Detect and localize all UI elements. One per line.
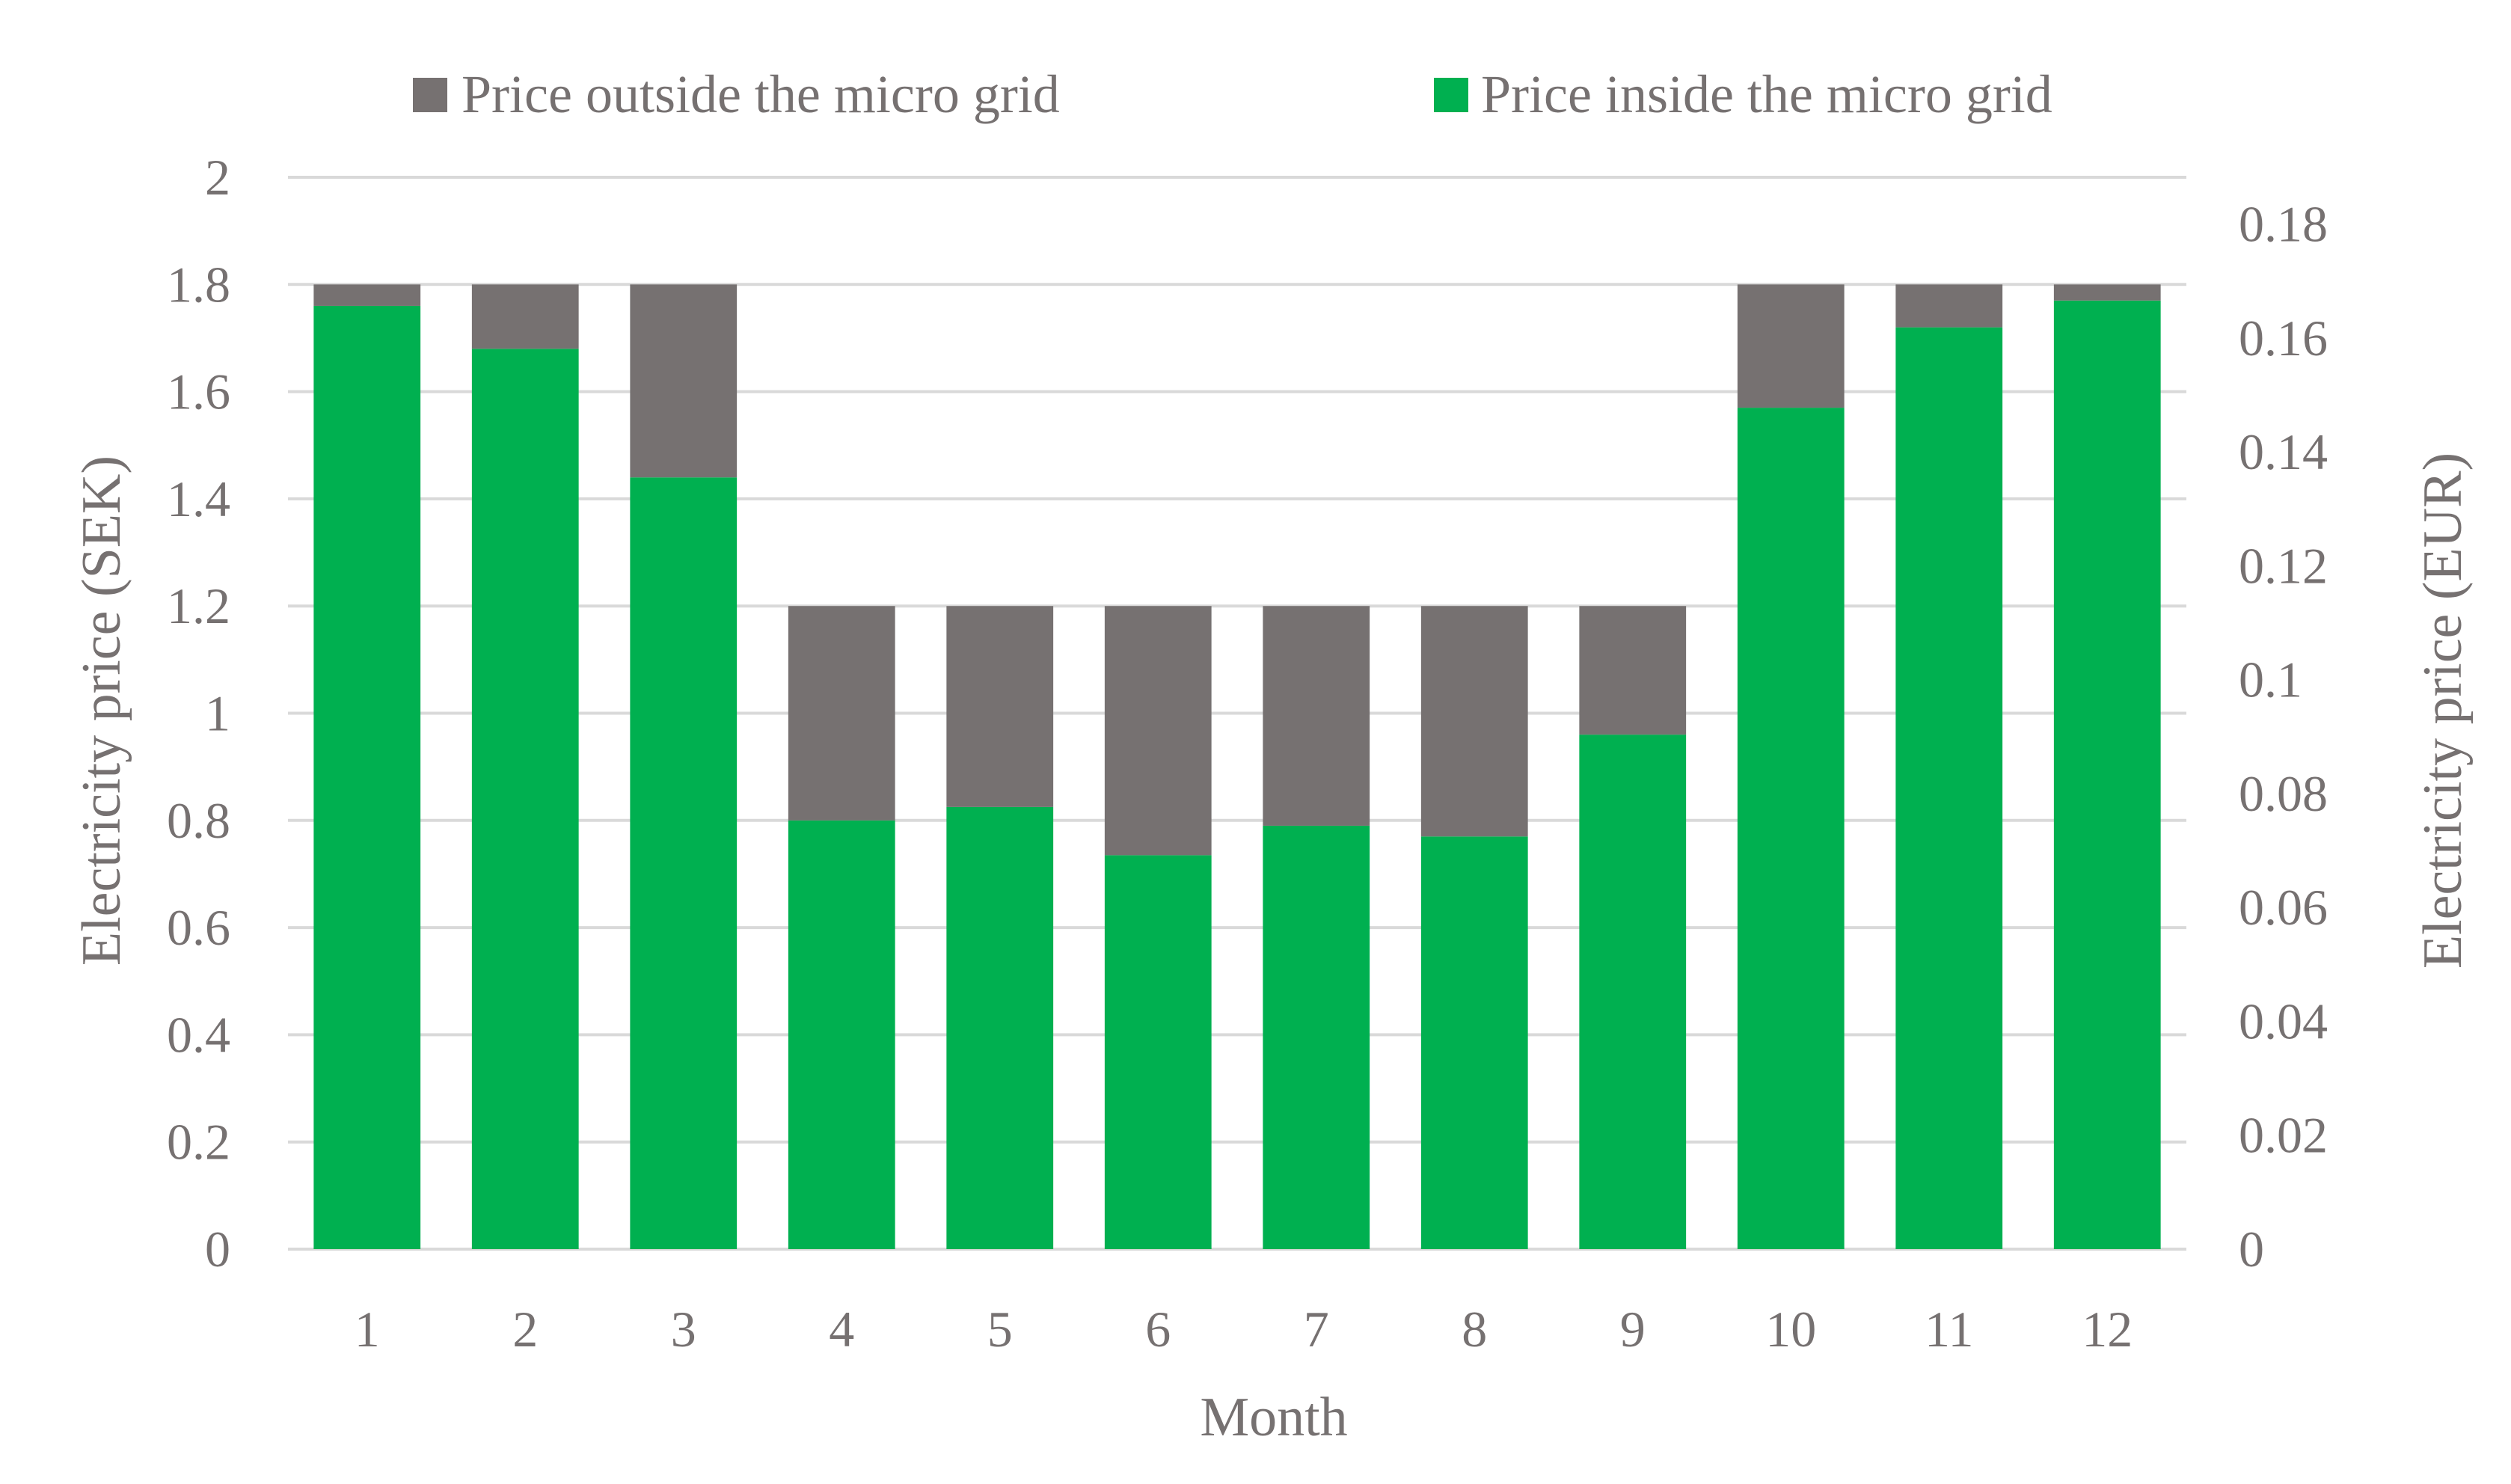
bar-outside-micro-grid xyxy=(1263,606,1370,826)
legend-label: Price inside the micro grid xyxy=(1481,64,2052,124)
y-tick-label: 2 xyxy=(205,149,230,206)
x-tick-label: 12 xyxy=(2082,1301,2133,1358)
gridlines xyxy=(288,176,2186,1251)
y-tick-label: 1.6 xyxy=(167,364,230,420)
y2-tick-label: 0.16 xyxy=(2239,310,2328,367)
bar-outside-micro-grid xyxy=(1895,284,2003,328)
y2-tick-label: 0.14 xyxy=(2239,423,2328,480)
axes: 0 0.2 0.4 0.6 0.8 1 1.2 1.4 1.6 1.8 2 0 0.02 0.04 0.06… xyxy=(167,149,2328,1358)
bar-inside-micro-grid xyxy=(1104,855,1212,1249)
bar-inside-micro-grid xyxy=(1420,836,1528,1249)
legend: Price outside the micro grid Price inside… xyxy=(413,64,2052,124)
bar-inside-micro-grid xyxy=(2053,300,2161,1249)
bar-inside-micro-grid xyxy=(1737,408,1845,1249)
y-tick-label: 0.8 xyxy=(167,792,230,849)
x-tick-label: 10 xyxy=(1765,1301,1816,1358)
y2-axis-title: Electricity price (EUR) xyxy=(2412,453,2474,969)
x-tick-label: 6 xyxy=(1145,1301,1171,1358)
y-axis-title: Electricity price (SEK) xyxy=(71,456,132,966)
y2-tick-label: 0.02 xyxy=(2239,1107,2328,1164)
bar-outside-micro-grid xyxy=(1104,606,1212,856)
y-tick-label: 1.2 xyxy=(167,577,230,634)
legend-swatch xyxy=(413,78,447,112)
bar-inside-micro-grid xyxy=(946,806,1054,1249)
bar-outside-micro-grid xyxy=(313,284,421,306)
x-tick-label: 2 xyxy=(512,1301,538,1358)
bars xyxy=(313,284,2161,1250)
y2-tick-label: 0.12 xyxy=(2239,537,2328,594)
x-tick-label: 4 xyxy=(829,1301,854,1358)
bar-inside-micro-grid xyxy=(471,349,579,1249)
y-tick-label: 1.8 xyxy=(167,256,230,313)
bar-inside-micro-grid xyxy=(313,305,421,1250)
y2-tick-label: 0.18 xyxy=(2239,196,2328,253)
y-tick-label: 0 xyxy=(205,1221,230,1278)
y2-tick-label: 0.08 xyxy=(2239,765,2328,822)
bar-outside-micro-grid xyxy=(471,284,579,349)
x-tick-label: 11 xyxy=(1925,1301,1973,1358)
x-tick-label: 8 xyxy=(1462,1301,1487,1358)
bar-outside-micro-grid xyxy=(788,606,895,821)
y-tick-label: 0.4 xyxy=(167,1006,230,1063)
legend-swatch xyxy=(1434,78,1468,112)
x-tick-label: 3 xyxy=(671,1301,696,1358)
x-tick-label: 9 xyxy=(1620,1301,1646,1358)
legend-label: Price outside the micro grid xyxy=(462,64,1060,124)
bar-inside-micro-grid xyxy=(1579,735,1687,1249)
bar-outside-micro-grid xyxy=(1737,284,1845,408)
y2-tick-label: 0.1 xyxy=(2239,651,2302,708)
x-tick-label: 1 xyxy=(355,1301,380,1358)
bar-inside-micro-grid xyxy=(1895,327,2003,1249)
y2-tick-label: 0.06 xyxy=(2239,879,2328,936)
bar-inside-micro-grid xyxy=(788,820,895,1249)
bar-inside-micro-grid xyxy=(630,477,738,1249)
y-tick-label: 1 xyxy=(205,685,230,742)
bar-outside-micro-grid xyxy=(2053,284,2161,301)
y-tick-label: 1.4 xyxy=(167,470,230,527)
bar-outside-micro-grid xyxy=(1420,606,1528,837)
y2-tick-label: 0 xyxy=(2239,1221,2264,1278)
x-tick-label: 7 xyxy=(1304,1301,1329,1358)
bar-outside-micro-grid xyxy=(630,284,738,478)
x-tick-label: 5 xyxy=(987,1301,1013,1358)
bar-outside-micro-grid xyxy=(1579,606,1687,735)
x-axis-title: Month xyxy=(1200,1387,1347,1448)
y2-tick-label: 0.04 xyxy=(2239,993,2328,1049)
y-tick-label: 0.6 xyxy=(167,899,230,956)
bar-outside-micro-grid xyxy=(946,606,1054,807)
bar-inside-micro-grid xyxy=(1263,825,1370,1249)
y-tick-label: 0.2 xyxy=(167,1114,230,1171)
